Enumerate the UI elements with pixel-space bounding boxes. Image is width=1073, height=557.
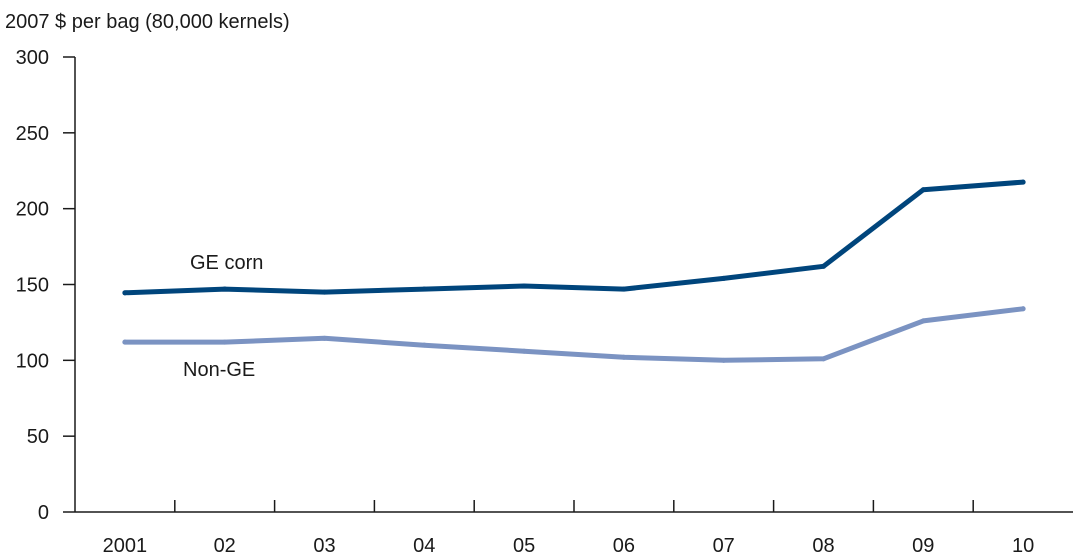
x-tick-label: 04 xyxy=(413,535,435,557)
series-line-ge-corn xyxy=(122,179,1026,296)
x-ticks: 2001 02 03 04 05 06 07 08 09 10 xyxy=(103,500,1034,557)
x-tick-label: 06 xyxy=(613,535,635,557)
series-lines xyxy=(122,179,1026,363)
data-point xyxy=(521,283,527,289)
series-line-non-ge xyxy=(122,306,1026,363)
data-point xyxy=(322,289,327,295)
data-point xyxy=(222,286,228,292)
data-point xyxy=(721,357,727,363)
data-point xyxy=(122,290,128,296)
data-point xyxy=(421,342,427,348)
y-tick-label: 200 xyxy=(16,199,49,221)
data-point xyxy=(122,339,128,345)
y-axis-label: 2007 $ per bag (80,000 kernels) xyxy=(5,11,290,33)
y-tick-label: 0 xyxy=(38,502,49,524)
y-ticks: 0 50 100 150 200 250 300 xyxy=(16,47,75,524)
y-tick-label: 50 xyxy=(27,426,49,448)
y-tick-label: 150 xyxy=(16,275,49,297)
y-tick-label: 100 xyxy=(16,350,49,372)
x-tick-label: 09 xyxy=(912,535,934,557)
data-point xyxy=(821,356,826,362)
data-point xyxy=(222,339,228,345)
series-label-non-ge: Non-GE xyxy=(183,359,255,381)
data-point xyxy=(721,275,727,281)
x-tick-label: 02 xyxy=(214,535,236,557)
x-tick-label: 08 xyxy=(812,535,834,557)
y-tick-label: 250 xyxy=(16,123,49,145)
x-tick-label: 05 xyxy=(513,535,535,557)
x-tick-label: 2001 xyxy=(103,535,148,557)
data-point xyxy=(521,348,527,354)
data-point xyxy=(621,354,627,360)
data-point xyxy=(421,286,427,292)
data-point xyxy=(920,318,926,324)
data-point xyxy=(920,187,926,193)
series-label-ge-corn: GE corn xyxy=(190,252,263,274)
data-point xyxy=(1020,306,1026,312)
data-point xyxy=(821,263,826,269)
data-point xyxy=(621,286,627,292)
data-point xyxy=(322,335,327,341)
y-tick-label: 300 xyxy=(16,47,49,69)
data-point xyxy=(1020,179,1026,185)
x-tick-label: 07 xyxy=(713,535,735,557)
x-tick-label: 10 xyxy=(1012,535,1034,557)
x-tick-label: 03 xyxy=(313,535,335,557)
